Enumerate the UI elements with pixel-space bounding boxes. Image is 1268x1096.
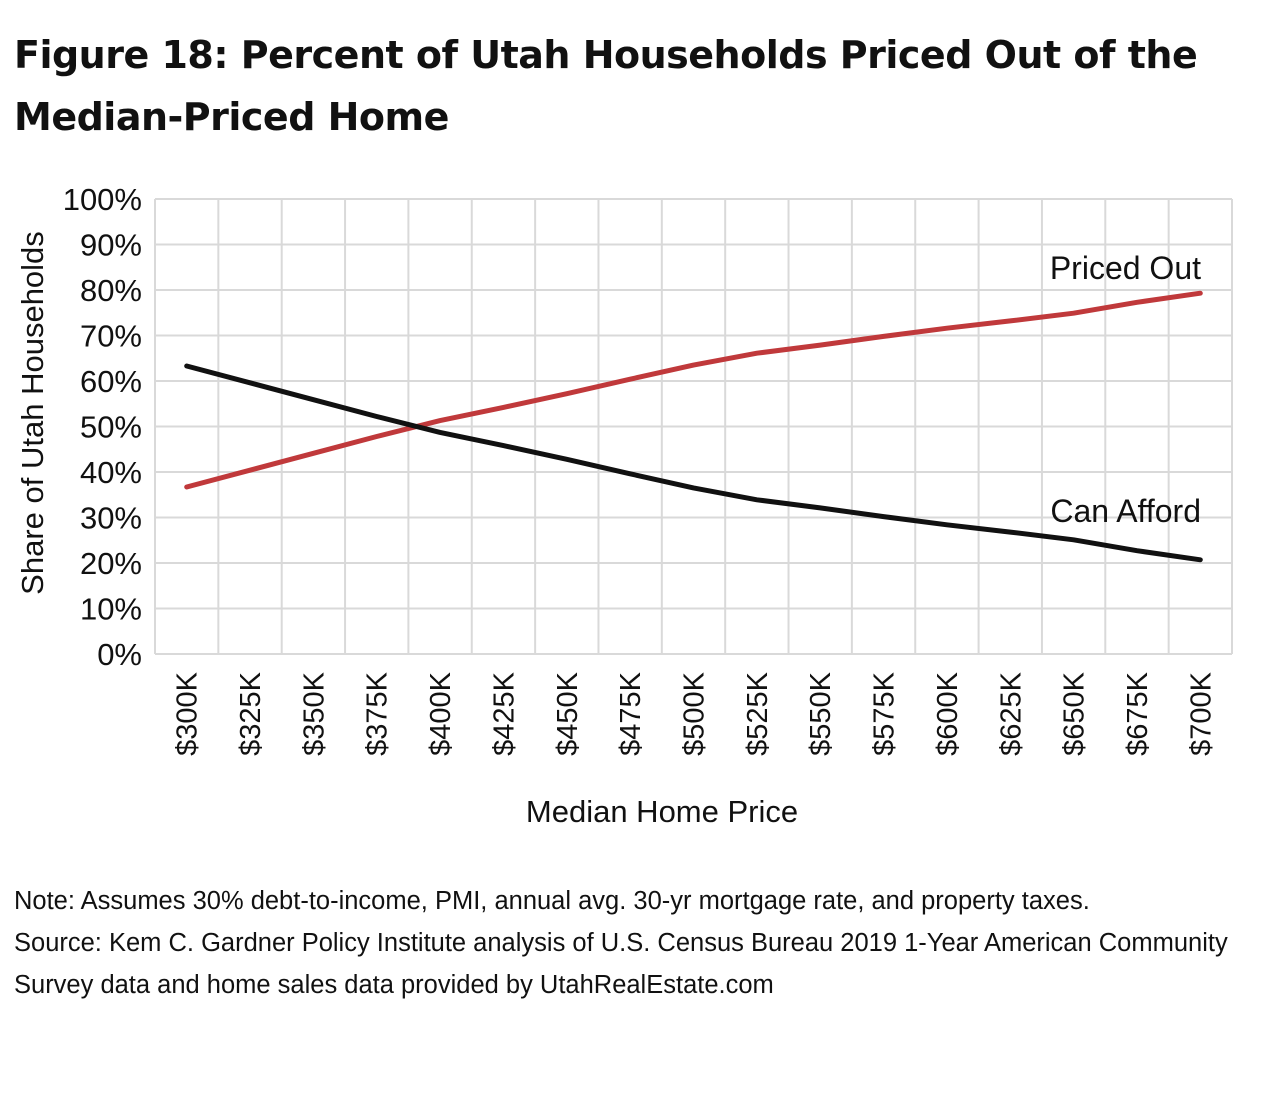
- x-tick-label: $625K: [995, 671, 1027, 756]
- y-axis-label: Share of Utah Households: [15, 231, 50, 595]
- x-tick-label: $350K: [298, 671, 330, 756]
- x-tick-label: $375K: [362, 671, 394, 756]
- x-tick-label: $525K: [742, 671, 774, 756]
- series-label-priced-out: Priced Out: [1050, 250, 1201, 286]
- x-tick-label: $325K: [235, 671, 267, 756]
- y-tick-label: 100%: [63, 182, 142, 217]
- y-tick-label: 70%: [80, 319, 142, 354]
- x-tick-label: $700K: [1185, 671, 1217, 756]
- y-tick-label: 60%: [80, 364, 142, 399]
- note-text: Note: Assumes 30% debt-to-income, PMI, a…: [14, 887, 1090, 915]
- y-tick-label: 20%: [80, 546, 142, 581]
- x-axis-ticks: $300K $325K $350K $375K $400K $425K $450K $475K…: [172, 671, 1218, 756]
- series-line-can-afford: [184, 363, 1203, 563]
- source-text: Source: Kem C. Gardner Policy Institute …: [14, 929, 1228, 999]
- y-tick-label: 80%: [80, 273, 142, 308]
- x-tick-label: $650K: [1059, 671, 1091, 756]
- x-tick-label: $450K: [552, 671, 584, 756]
- series-label-can-afford: Can Afford: [1050, 493, 1201, 529]
- chart-notes: Note: Assumes 30% debt-to-income, PMI, a…: [14, 880, 1254, 1006]
- y-tick-label: 0%: [97, 637, 142, 672]
- series-line-priced-out: [184, 290, 1203, 490]
- grid-lines: [154, 198, 1233, 655]
- y-tick-label: 30%: [80, 501, 142, 536]
- y-tick-label: 50%: [80, 410, 142, 445]
- y-axis-ticks: 0% 10% 20% 30% 40% 50% 60% 70% 80% 90% 100%: [63, 182, 142, 672]
- x-axis-label: Median Home Price: [526, 794, 798, 829]
- x-tick-label: $475K: [615, 671, 647, 756]
- x-tick-label: $400K: [425, 671, 457, 756]
- y-tick-label: 40%: [80, 455, 142, 490]
- chart-title: Figure 18: Percent of Utah Households Pr…: [14, 33, 1198, 139]
- x-tick-label: $550K: [805, 671, 837, 756]
- y-tick-label: 90%: [80, 228, 142, 263]
- series-lines: [184, 290, 1203, 563]
- x-tick-label: $600K: [932, 671, 964, 756]
- x-tick-label: $675K: [1122, 671, 1154, 756]
- x-tick-label: $425K: [488, 671, 520, 756]
- x-tick-label: $300K: [172, 671, 204, 756]
- y-tick-label: 10%: [80, 592, 142, 627]
- x-tick-label: $575K: [869, 671, 901, 756]
- x-tick-label: $500K: [679, 671, 711, 756]
- line-chart: 0%10%20%30%40%50%60%70%80%90%100% $300K $…: [15, 182, 1233, 829]
